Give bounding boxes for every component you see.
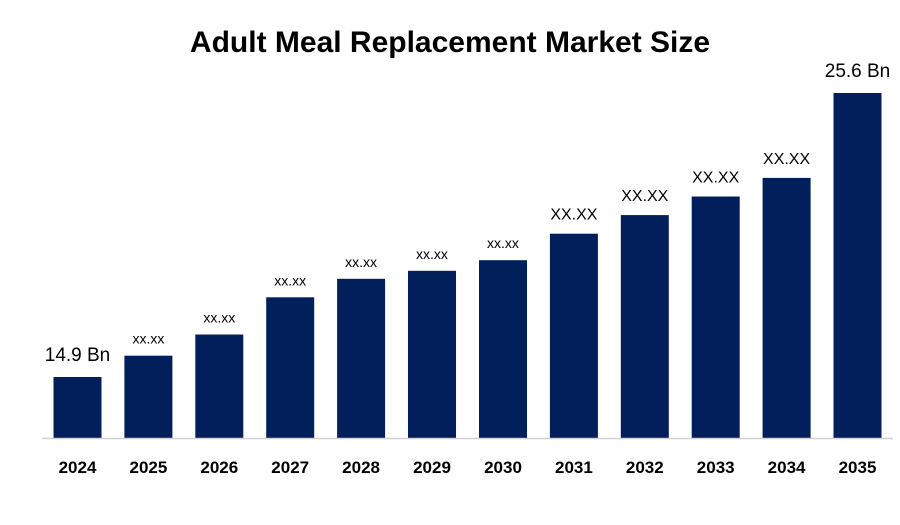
data-label-2028: xx.xx [345, 254, 377, 270]
x-tick-label-2031: 2031 [555, 458, 593, 477]
data-label-2029: xx.xx [416, 246, 448, 262]
bar-2026 [195, 334, 244, 438]
data-label-2033: XX.XX [692, 170, 739, 187]
x-tick-label-2033: 2033 [697, 458, 735, 477]
data-label-2031: XX.XX [550, 207, 597, 224]
x-tick-label-2032: 2032 [626, 458, 664, 477]
data-label-2032: XX.XX [621, 188, 668, 205]
x-tick-label-2035: 2035 [839, 458, 877, 477]
bar-2029 [408, 270, 456, 438]
x-tick-label-2030: 2030 [484, 458, 522, 477]
bar-2027 [266, 297, 315, 438]
data-label-2035: 25.6 Bn [825, 61, 891, 82]
bar-2030 [479, 260, 527, 438]
data-label-2030: xx.xx [487, 235, 519, 251]
x-tick-label-2025: 2025 [129, 458, 167, 477]
data-label-2026: xx.xx [203, 310, 235, 326]
x-tick-label-2034: 2034 [768, 458, 806, 477]
data-label-2025: xx.xx [132, 331, 164, 347]
x-tick-label-2026: 2026 [200, 458, 238, 477]
data-labels: 14.9 Bn xx.xx xx.xx xx.xx xx.xx xx.xx xx.xx XX.… [45, 61, 891, 366]
chart-title: Adult Meal Replacement Market Size [190, 26, 710, 59]
bar-2025 [124, 355, 173, 438]
data-label-2024: 14.9 Bn [45, 345, 111, 366]
bars-group [53, 93, 882, 438]
bar-2034 [762, 177, 811, 438]
bar-2031 [549, 233, 598, 438]
bar-2024 [53, 377, 102, 438]
bar-2033 [691, 196, 740, 438]
data-label-2027: xx.xx [274, 272, 306, 288]
x-tick-label-2027: 2027 [271, 458, 309, 477]
bar-2032 [620, 215, 669, 438]
x-tick-labels: 2024 2025 2026 2027 2028 2029 2030 2031 2032 2033… [59, 458, 877, 477]
x-tick-label-2028: 2028 [342, 458, 380, 477]
bar-2028 [337, 278, 386, 438]
x-tick-label-2029: 2029 [413, 458, 451, 477]
x-tick-label-2024: 2024 [59, 458, 97, 477]
bar-2035 [833, 93, 882, 438]
data-label-2034: XX.XX [763, 151, 810, 168]
